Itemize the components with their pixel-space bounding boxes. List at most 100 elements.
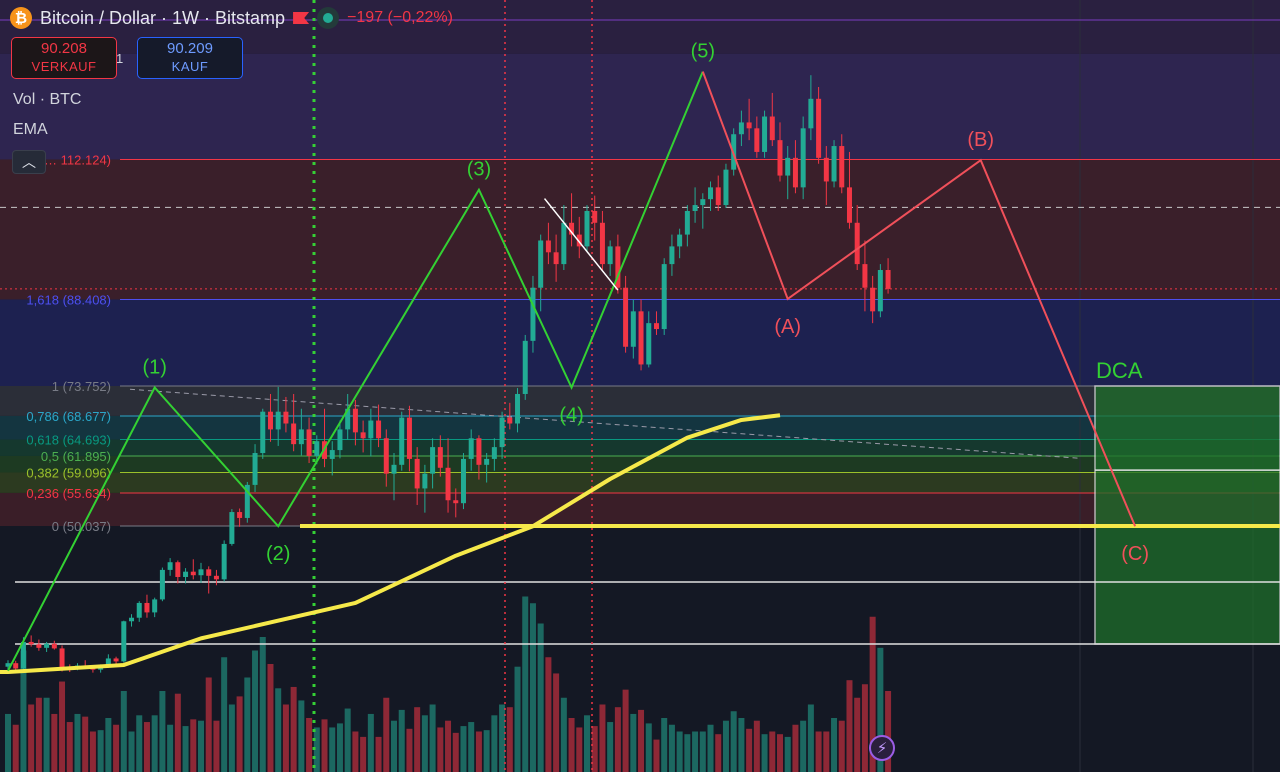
symbol-title[interactable]: Bitcoin / Dollar · 1W · Bitstamp (40, 7, 286, 28)
volume-bar-82 (638, 709, 645, 772)
candle-body-99 (769, 116, 775, 141)
symbol-header[interactable]: ₿ Bitcoin / Dollar · 1W · Bitstamp −197 … (10, 5, 453, 31)
candle-body-5 (44, 643, 50, 648)
volume-bar-83 (645, 723, 652, 772)
volume-bar-6 (51, 713, 58, 772)
volume-bar-77 (599, 704, 606, 772)
volume-bar-81 (630, 713, 637, 772)
candle-body-57 (445, 467, 451, 501)
collapse-indicators-button[interactable]: ︿ (12, 150, 46, 174)
candle-body-93 (723, 169, 729, 206)
ema-indicator-label[interactable]: EMA (13, 121, 48, 138)
volume-bar-17 (136, 715, 143, 772)
buy-button[interactable]: 90.209 KAUF (137, 37, 243, 79)
candle-body-39 (306, 429, 312, 456)
volume-bar-71 (553, 673, 560, 772)
candle-body-104 (808, 98, 814, 129)
candle-body-62 (484, 458, 490, 465)
volume-bar-97 (753, 720, 760, 772)
volume-bar-65 (506, 707, 513, 772)
candle-body-79 (615, 246, 621, 288)
volume-bar-39 (306, 718, 313, 772)
lightning-icon[interactable]: ⚡ (869, 735, 895, 761)
volume-bar-106 (823, 731, 830, 772)
volume-bar-26 (205, 677, 212, 772)
candle-body-111 (862, 264, 868, 288)
candle-body-105 (816, 98, 822, 158)
candle-body-63 (491, 447, 497, 459)
volume-bar-56 (437, 727, 444, 772)
volume-bar-15 (120, 691, 127, 772)
market-status-icon[interactable] (317, 7, 340, 29)
volume-bar-57 (445, 720, 452, 772)
candle-body-86 (669, 246, 675, 265)
candle-body-20 (159, 569, 165, 600)
volume-bar-62 (483, 730, 490, 772)
candle-body-100 (777, 140, 783, 176)
fib-label-2: 0,382 (59.096) (26, 466, 111, 481)
candle-body-13 (105, 658, 111, 667)
buy-label: KAUF (171, 59, 209, 74)
corrective-label-1: (A) (774, 316, 801, 338)
dca-label: DCA (1096, 358, 1143, 383)
sell-price: 90.208 (41, 40, 87, 57)
candle-body-74 (576, 234, 582, 247)
volume-bar-61 (475, 731, 482, 772)
volume-bar-27 (213, 720, 220, 772)
candle-body-67 (522, 340, 528, 394)
volume-bar-52 (406, 728, 413, 772)
flag-icon[interactable] (293, 12, 310, 24)
volume-bar-100 (777, 734, 783, 772)
candle-body-102 (792, 157, 798, 188)
corrective-label-2: (B) (967, 129, 994, 151)
candle-body-18 (144, 602, 150, 613)
volume-bars (5, 596, 892, 772)
candle-body-45 (352, 408, 358, 433)
volume-bar-63 (491, 715, 498, 772)
candle-body-44 (345, 408, 351, 430)
volume-bar-64 (499, 704, 506, 772)
candle-body-17 (136, 602, 142, 618)
candle-body-19 (152, 599, 158, 613)
volume-bar-3 (28, 704, 35, 772)
volume-bar-42 (329, 727, 336, 772)
candle-body-106 (823, 157, 829, 182)
band-4 (0, 386, 1280, 416)
trend-dashed-line (129, 388, 1081, 459)
volume-bar-104 (807, 704, 814, 772)
candle-body-40 (314, 441, 320, 456)
volume-bar-13 (105, 718, 112, 772)
candle-body-76 (592, 210, 598, 223)
volume-indicator-label[interactable]: Vol · BTC (13, 91, 82, 108)
candle-body-46 (360, 432, 366, 439)
candle-body-48 (376, 420, 382, 439)
candle-body-89 (692, 205, 698, 211)
volume-bar-110 (854, 697, 861, 772)
volume-bar-99 (769, 731, 776, 772)
fib-label-0: 0 (50.037) (52, 519, 111, 534)
candle-body-16 (129, 617, 135, 622)
volume-bar-4 (35, 697, 42, 772)
fib-label-8: ,6… 112.124) (33, 152, 111, 167)
candle-body-96 (746, 122, 752, 129)
volume-bar-73 (568, 718, 575, 772)
volume-bar-43 (336, 723, 343, 772)
candle-body-3 (28, 641, 34, 645)
volume-bar-85 (661, 718, 668, 772)
volume-bar-51 (398, 709, 405, 772)
candle-body-21 (167, 562, 173, 570)
volume-bar-90 (699, 731, 706, 772)
candle-body-91 (708, 187, 714, 200)
candle-body-38 (298, 429, 304, 445)
volume-bar-34 (267, 664, 274, 772)
volume-bar-113 (877, 647, 884, 772)
candle-body-52 (406, 417, 412, 459)
candle-body-22 (175, 562, 181, 577)
candle-body-59 (460, 458, 466, 504)
candle-body-107 (831, 146, 837, 182)
volume-bar-11 (89, 731, 96, 772)
volume-bar-36 (282, 704, 289, 772)
sell-button[interactable]: 90.208 VERKAUF (11, 37, 117, 79)
